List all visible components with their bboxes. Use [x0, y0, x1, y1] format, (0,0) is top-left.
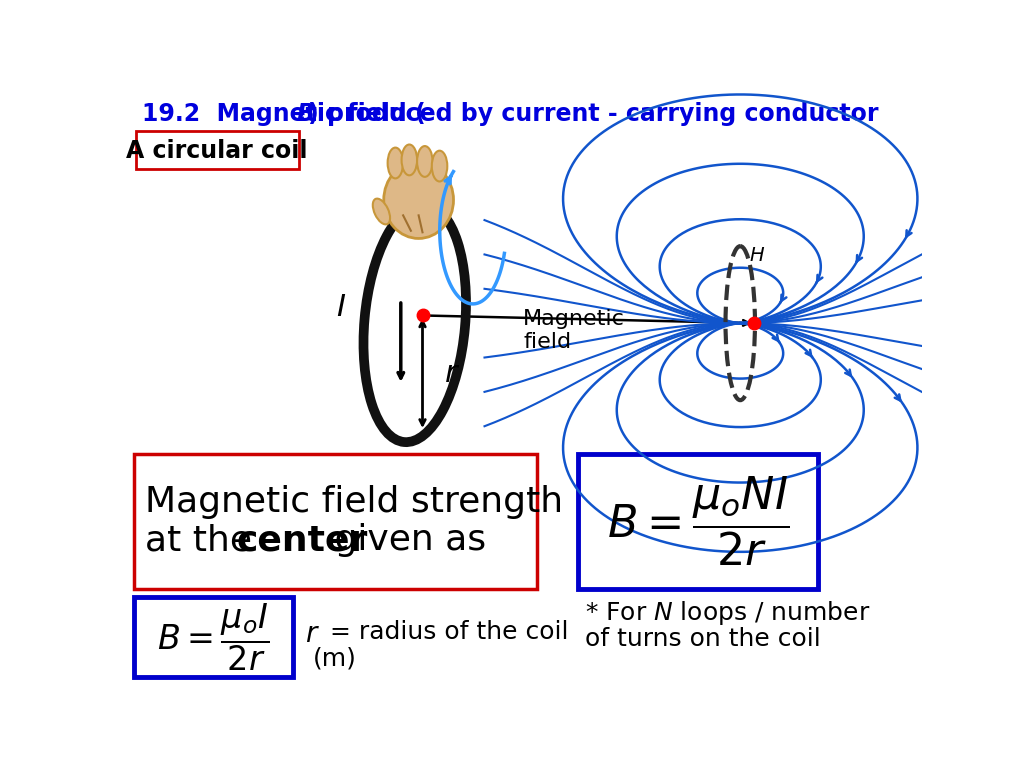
Text: $r$: $r$ — [305, 620, 319, 647]
Ellipse shape — [384, 161, 454, 238]
Text: $B = \dfrac{\mu_o NI}{2r}$: $B = \dfrac{\mu_o NI}{2r}$ — [606, 474, 788, 568]
Text: (m): (m) — [313, 647, 356, 670]
Text: A circular coil: A circular coil — [126, 139, 308, 163]
Text: = radius of the coil: = radius of the coil — [322, 620, 568, 644]
Ellipse shape — [432, 151, 447, 181]
Text: B: B — [297, 101, 315, 126]
Text: $I$: $I$ — [336, 293, 346, 323]
Text: at the: at the — [145, 523, 263, 558]
Text: Magnetic
field: Magnetic field — [523, 310, 625, 353]
Text: $B = \dfrac{\mu_o I}{2r}$: $B = \dfrac{\mu_o I}{2r}$ — [157, 601, 269, 673]
Text: of turns on the coil: of turns on the coil — [586, 627, 821, 651]
Bar — [134, 454, 538, 589]
Text: center: center — [237, 523, 368, 558]
Ellipse shape — [417, 146, 432, 177]
Text: ) produced by current - carrying conductor: ) produced by current - carrying conduct… — [308, 101, 879, 126]
Ellipse shape — [373, 199, 390, 224]
Text: $H$: $H$ — [750, 246, 765, 265]
Ellipse shape — [401, 144, 417, 175]
Text: * For $N$ loops / number: * For $N$ loops / number — [586, 599, 870, 627]
Bar — [134, 597, 293, 677]
Bar — [578, 454, 818, 589]
Text: Magnetic field strength: Magnetic field strength — [145, 485, 563, 519]
Bar — [136, 131, 299, 169]
Text: 19.2  Magnetic field (: 19.2 Magnetic field ( — [142, 101, 426, 126]
Ellipse shape — [388, 147, 403, 178]
Text: $r$: $r$ — [444, 359, 461, 388]
Text: given as: given as — [324, 523, 486, 558]
